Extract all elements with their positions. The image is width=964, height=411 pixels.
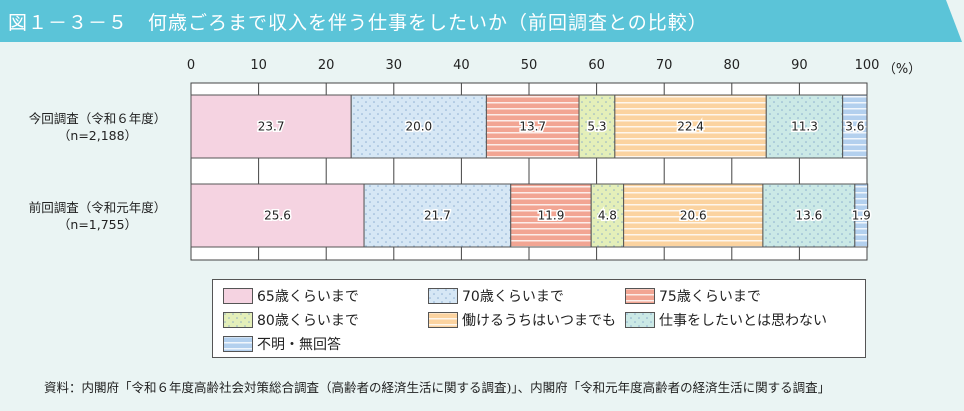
x-tick-label: 70 [655,58,673,73]
legend-swatch [428,288,458,304]
legend-item: 75歳くらいまで [625,286,761,306]
source-note: 資料：内閣府「令和６年度高齢社会対策総合調査（高齢者の経済生活に関する調査)」、… [44,380,831,395]
data-label: 13.7 [519,120,546,134]
legend-label: 80歳くらいまで [257,313,359,329]
x-tick-label: 80 [723,58,741,73]
legend-item: 働けるうちはいつまでも [428,310,616,330]
data-label: 13.6 [796,209,823,223]
bar-segment [842,94,868,159]
data-label: 5.3 [587,120,606,134]
legend-label: 働けるうちはいつまでも [462,313,616,329]
bar-segment [350,94,487,159]
bar-segment [590,183,625,248]
legend-swatch [223,336,253,352]
x-tick-label: 10 [250,58,267,73]
legend-item: 65歳くらいまで [223,286,359,306]
category-name: 前回調査（令和元年度） [28,199,167,215]
bar-segment [190,94,352,159]
x-tick-label: 30 [385,58,403,73]
category-label: 前回調査（令和元年度） （n=1,755） [10,199,185,233]
legend-item: 不明・無回答 [223,334,341,354]
bar-segment [190,183,365,248]
bar-segment [614,94,767,159]
legend-label: 70歳くらいまで [462,289,564,305]
legend-item: 仕事をしたいとは思わない [625,310,827,330]
x-unit-label: （%） [882,62,922,77]
data-label: 20.0 [405,120,432,134]
legend-swatch [428,312,458,328]
data-label: 25.6 [264,209,291,223]
data-label: 20.6 [680,209,707,223]
data-label: 22.4 [677,120,704,134]
legend-item: 70歳くらいまで [428,286,564,306]
category-n: （n=2,188） [57,127,138,143]
bar-segment [363,183,512,248]
legend: 65歳くらいまで 70歳くらいまで 75歳くらいまで 80歳くらいまで 働けるうちはいつ… [212,279,866,358]
bar-segment [765,94,844,159]
legend-label: 65歳くらいまで [257,289,359,305]
plot-area: 23.7 20.0 13.7 5.3 22.4 11.3 3.6 25.6 21.7 11.9 4.… [190,82,872,261]
legend-item: 80歳くらいまで [223,310,359,330]
data-label: 1.9 [852,209,871,223]
x-tick-label: 40 [453,58,470,73]
legend-swatch [223,288,253,304]
bar-segment [854,183,869,248]
bar-segment [510,183,592,248]
legend-swatch [625,288,655,304]
x-tick-label: 0 [186,58,196,73]
data-label: 3.6 [845,120,864,134]
x-tick-label: 100 [854,58,880,73]
legend-label: 仕事をしたいとは思わない [659,313,827,329]
chart-title: 図１－３－５ 何歳ごろまで収入を伴う仕事をしたいか（前回調査との比較） [8,12,708,34]
x-tick-label: 50 [520,58,538,73]
data-label: 4.8 [598,209,617,223]
category-label: 今回調査（令和６年度） （n=2,188） [10,110,185,144]
data-label: 23.7 [258,120,285,134]
category-n: （n=1,755） [57,216,138,232]
legend-swatch [625,312,655,328]
x-tick-label: 60 [588,58,605,73]
x-tick-label: 20 [317,58,335,73]
legend-swatch [223,312,253,328]
category-name: 今回調査（令和６年度） [28,110,167,126]
x-tick-label: 90 [791,58,808,73]
title-banner [0,0,962,42]
data-label: 11.3 [791,120,818,134]
data-label: 21.7 [424,209,451,223]
legend-label: 不明・無回答 [257,337,341,353]
bar-segment [578,94,616,159]
bar-segment [762,183,856,248]
legend-label: 75歳くらいまで [659,289,761,305]
data-label: 11.9 [538,209,565,223]
